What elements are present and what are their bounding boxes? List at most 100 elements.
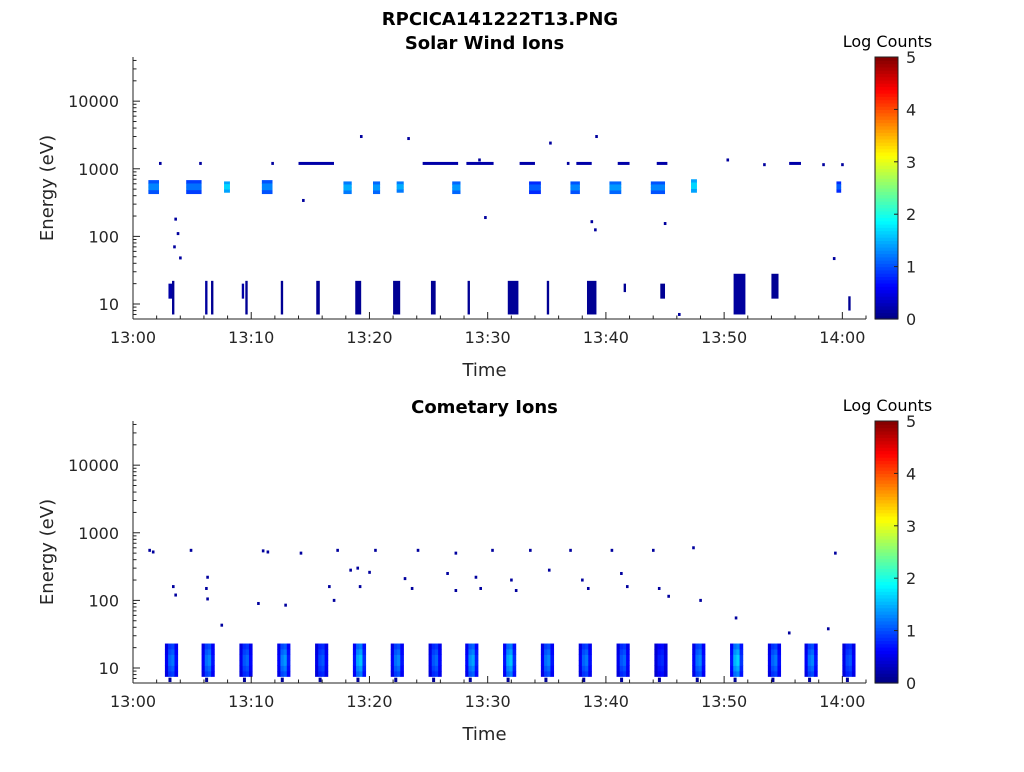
heatmap-cell	[390, 649, 395, 655]
heatmap-cell	[242, 659, 247, 666]
heatmap-cell	[739, 659, 744, 666]
heatmap-cell	[698, 643, 703, 650]
y-tick-label: 1000	[78, 160, 119, 179]
colorbar-segment	[875, 676, 898, 681]
heatmap-cell	[622, 649, 627, 655]
x-tick-label: 14:00	[819, 328, 865, 347]
colorbar-segment	[875, 214, 898, 219]
heatmap-cell	[550, 659, 555, 666]
heatmap-cell	[692, 654, 696, 661]
heatmap-cell	[836, 186, 842, 191]
heatmap-cell	[730, 665, 734, 672]
x-tick-label: 13:40	[583, 328, 629, 347]
heatmap-cell	[701, 654, 706, 661]
heatmap-cell	[767, 670, 772, 677]
heatmap-cell	[324, 654, 329, 661]
colorbar-segment	[875, 148, 898, 153]
heatmap-point	[763, 163, 766, 167]
colorbar-segment	[875, 646, 898, 651]
heatmap-cell	[578, 659, 583, 666]
colorbar-segment	[875, 296, 898, 300]
heatmap-point	[510, 578, 513, 582]
heatmap-cell	[842, 643, 846, 650]
x-tick-label: 13:00	[110, 692, 156, 711]
heatmap-cell	[324, 649, 329, 655]
heatmap-cell	[428, 643, 433, 650]
heatmap-cell	[205, 280, 208, 315]
colorbar-segment	[875, 73, 898, 78]
heatmap-cell	[810, 649, 815, 655]
heatmap-cell	[280, 643, 285, 650]
heatmap-cell	[804, 670, 809, 677]
colorbar-segment	[875, 93, 898, 97]
heatmap-cell	[691, 188, 697, 193]
heatmap-cell	[581, 665, 586, 672]
heatmap-cell	[810, 665, 815, 672]
heatmap-cell	[465, 665, 469, 672]
heatmap-cell	[397, 649, 401, 655]
heatmap-cell	[393, 670, 398, 677]
heatmap-cell	[586, 280, 597, 315]
heatmap-point	[416, 548, 420, 552]
heatmap-cell	[390, 665, 395, 672]
colorbar-segment	[875, 489, 898, 494]
heatmap-cell	[736, 643, 741, 650]
heatmap-cell	[540, 670, 545, 677]
heatmap-cell	[660, 670, 665, 677]
colorbar-segment	[875, 578, 898, 583]
heatmap-cell	[620, 677, 624, 683]
heatmap-cell	[277, 649, 281, 655]
heatmap-cell	[663, 654, 668, 661]
colorbar-segment	[875, 299, 898, 304]
colorbar-segment	[875, 142, 898, 147]
colorbar-segment	[875, 581, 898, 586]
heatmap-cell	[506, 665, 510, 672]
heatmap-cell	[570, 190, 580, 195]
colorbar-segment	[875, 181, 898, 186]
heatmap-point	[374, 548, 377, 552]
colorbar-segment	[875, 532, 898, 537]
heatmap-cell	[321, 659, 326, 666]
colorbar-segment	[875, 506, 898, 511]
colorbar-segment	[875, 509, 898, 514]
heatmap-cell	[277, 659, 281, 666]
colorbar-label: Log Counts	[843, 32, 933, 51]
colorbar-segment	[875, 161, 898, 166]
heatmap-cell	[343, 190, 352, 195]
heatmap-cell	[201, 654, 206, 661]
heatmap-cell	[318, 654, 322, 661]
colorbar-segment	[875, 666, 898, 671]
heatmap-cell	[324, 665, 329, 672]
heatmap-cell	[836, 189, 842, 193]
colorbar-segment	[875, 640, 898, 645]
heatmap-cell	[432, 677, 436, 683]
heatmap-cell	[544, 677, 548, 683]
heatmap-cell	[544, 665, 548, 672]
colorbar-segment	[875, 89, 898, 94]
heatmap-cell	[168, 283, 173, 299]
colorbar-segment	[875, 135, 898, 140]
colorbar-segment	[875, 125, 898, 130]
heatmap-cell	[174, 649, 179, 655]
heatmap-cell	[211, 670, 215, 677]
heatmap-cell	[438, 659, 442, 666]
heatmap-cell	[807, 643, 812, 650]
heatmap-cell	[622, 654, 627, 661]
heatmap-cell	[362, 654, 367, 661]
heatmap-cell	[660, 659, 665, 666]
heatmap-cell	[810, 659, 815, 666]
colorbar-segment	[875, 447, 898, 452]
heatmap-point	[594, 228, 597, 232]
heatmap-cell	[581, 649, 586, 655]
heatmap-cell	[842, 649, 846, 655]
colorbar-segment	[875, 273, 898, 278]
heatmap-cell	[471, 659, 476, 666]
heatmap-point	[826, 627, 830, 631]
heatmap-cell	[585, 654, 589, 661]
heatmap-cell	[148, 183, 160, 188]
colorbar-segment	[875, 230, 898, 235]
heatmap-cell	[544, 643, 548, 650]
colorbar-segment	[875, 614, 898, 619]
heatmap-cell	[808, 677, 812, 683]
x-tick-label: 13:40	[583, 692, 629, 711]
